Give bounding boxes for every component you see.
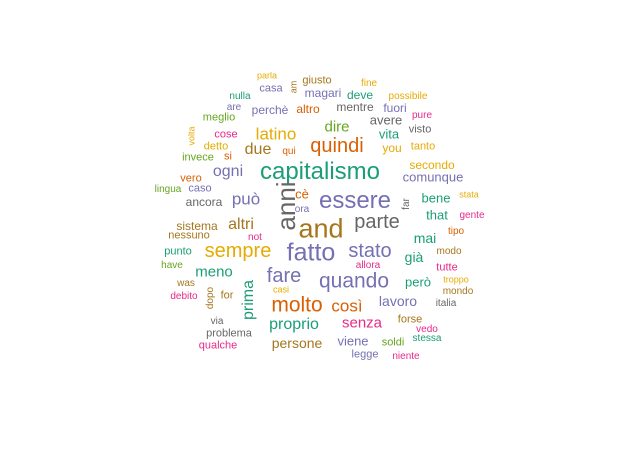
word-magari: magari	[304, 86, 342, 100]
word-cose: cose	[214, 128, 238, 141]
word-parte: parte	[354, 211, 400, 233]
word-avere: avere	[369, 112, 403, 128]
word-caso: caso	[188, 182, 212, 195]
word-detto: detto	[203, 140, 229, 153]
word-meglio: meglio	[202, 111, 236, 124]
word-fine: fine	[360, 78, 378, 89]
word-debito: debito	[170, 291, 198, 302]
word-vedo: vedo	[416, 324, 438, 335]
word-mai: mai	[413, 230, 437, 246]
word-nulla: nulla	[229, 91, 251, 102]
word-latino: latino	[255, 124, 297, 144]
word-italia: italia	[435, 298, 457, 309]
word-volta: volta	[186, 126, 197, 146]
word-fare: fare	[266, 265, 302, 287]
word-ancora: ancora	[185, 195, 223, 209]
word-gente: gente	[459, 210, 485, 221]
word-casa: casa	[259, 82, 283, 95]
word-vero: vero	[180, 172, 202, 185]
word-senza: senza	[341, 314, 383, 332]
word-molto: molto	[271, 293, 323, 317]
word-per: però	[404, 274, 432, 290]
word-dire: dire	[324, 118, 350, 136]
word-that: that	[426, 207, 448, 223]
word-sempre: sempre	[204, 240, 272, 262]
word-quindi: quindi	[310, 135, 364, 157]
word-parla: parla	[256, 70, 278, 81]
word-legge: legge	[351, 348, 379, 361]
word-cos: così	[331, 296, 363, 316]
word-are: are	[226, 102, 242, 113]
word-niente: niente	[392, 351, 420, 362]
word-bene: bene	[421, 190, 451, 206]
word-dopo: dopo	[205, 286, 216, 310]
word-gi: già	[404, 249, 424, 265]
word-ogni: ogni	[212, 163, 244, 180]
word-you: you	[382, 141, 402, 155]
word-allora: allora	[355, 260, 381, 271]
word-prima: prima	[240, 279, 257, 321]
word-am: am	[288, 80, 299, 94]
word-fatto: fatto	[286, 238, 336, 267]
word-secondo: secondo	[409, 158, 455, 172]
word-fuori: fuori	[383, 101, 407, 115]
word-due: due	[244, 141, 272, 158]
word-casi: casi	[272, 284, 290, 295]
word-sistema: sistema	[176, 219, 218, 233]
word-qualche: qualche	[198, 339, 238, 352]
word-mentre: mentre	[336, 100, 374, 114]
word-invece: invece	[182, 151, 214, 164]
word-problema: problema	[206, 327, 252, 340]
word-persone: persone	[271, 335, 323, 351]
word-tipo: tipo	[447, 226, 465, 237]
word-nessuno: nessuno	[168, 229, 210, 242]
word-far: far	[401, 198, 412, 210]
word-proprio: proprio	[269, 316, 319, 333]
word-giusto: giusto	[302, 74, 332, 87]
word-tutte: tutte	[436, 261, 458, 274]
word-have: have	[161, 260, 183, 271]
word-essere: essere	[318, 187, 392, 214]
word-deve: deve	[346, 88, 374, 102]
word-c: cè	[295, 186, 309, 202]
word-altro: altro	[296, 102, 320, 116]
word-capitalismo: capitalismo	[259, 158, 381, 185]
word-was: was	[177, 278, 195, 289]
word-modo: modo	[436, 246, 462, 257]
word-not: not	[248, 232, 262, 243]
word-pu: può	[231, 189, 261, 209]
word-via: via	[210, 316, 224, 327]
word-qui: qui	[282, 146, 296, 157]
word-soldi: soldi	[381, 336, 405, 349]
word-viene: viene	[337, 333, 369, 349]
word-quando: quando	[318, 269, 390, 293]
word-troppo: troppo	[443, 274, 469, 285]
word-punto: punto	[164, 245, 192, 258]
word-vita: vita	[378, 126, 400, 142]
word-mondo: mondo	[442, 286, 474, 297]
word-perch: perchè	[251, 103, 289, 117]
word-meno: meno	[195, 263, 233, 281]
word-forse: forse	[397, 313, 423, 326]
word-stata: stata	[459, 189, 479, 200]
word-and: and	[298, 213, 344, 244]
word-comunque: comunque	[402, 169, 464, 185]
word-ora: ora	[294, 204, 310, 215]
word-pure: pure	[411, 110, 433, 121]
word-lingua: lingua	[154, 184, 182, 195]
word-si: si	[224, 150, 232, 163]
word-lavoro: lavoro	[378, 293, 418, 309]
word-tanto: tanto	[410, 140, 436, 153]
word-possibile: possibile	[388, 91, 428, 102]
word-altri: altri	[228, 216, 254, 233]
word-stessa: stessa	[412, 333, 442, 344]
word-stato: stato	[348, 240, 392, 262]
word-visto: visto	[408, 123, 432, 136]
word-for: for	[220, 289, 234, 302]
